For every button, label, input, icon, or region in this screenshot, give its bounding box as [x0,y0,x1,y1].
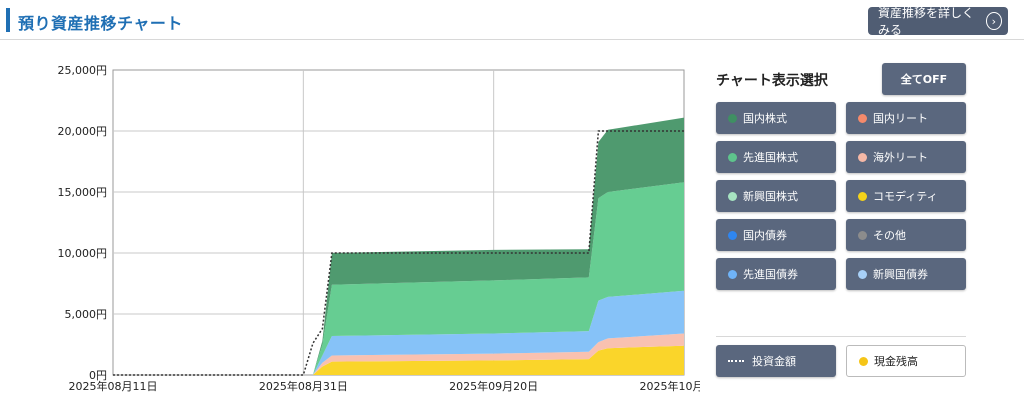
page-title: 預り資産推移チャート [18,14,183,33]
toggle-domestic-bond-button[interactable]: 国内債券 [716,219,836,251]
cash-dot-icon [859,356,868,366]
x-tick-label: 2025年08月31日 [259,379,348,393]
domestic-bond-dot-icon [728,230,737,240]
domestic-reit-dot-icon [858,113,867,123]
emerging-bond-dot-icon [858,269,867,279]
emerging-bond-label: 新興国債券 [873,268,928,281]
asset-detail-label: 資産推移を詳しくみる [878,6,975,37]
toggle-commodity-button[interactable]: コモディティ [846,180,966,212]
y-tick-label: 20,000円 [58,125,108,138]
domestic-stock-label: 国内株式 [743,112,787,125]
emerging-stock-dot-icon [728,191,737,201]
toggle-domestic-stock-button[interactable]: 国内株式 [716,102,836,134]
investment-amount-label: 投資金額 [752,355,796,368]
cash-balance-button[interactable]: 現金残高 [846,345,966,377]
investment-line [113,130,684,376]
panel-title: チャート表示選択 [716,73,828,89]
all-off-label: 全てOFF [900,73,948,86]
developed-stock-dot-icon [728,152,737,162]
chevron-right-circle-icon: › [985,12,1002,30]
area-先進国株式 [113,182,684,375]
dotted-line-icon [728,360,744,362]
title-accent-bar [6,8,10,32]
domestic-bond-label: 国内債券 [743,229,787,242]
y-tick-label: 15,000円 [58,186,108,199]
overseas-reit-label: 海外リート [873,151,928,164]
asset-chart-svg: 0円 5,000円 10,000円 15,000円 20,000円 25,000円 2025… [58,64,701,393]
domestic-reit-label: 国内リート [873,112,928,125]
other-dot-icon [858,230,867,240]
commodity-label: コモディティ [873,190,938,203]
area-国内株式 [113,117,684,375]
x-tick-label: 2025年09月20日 [449,379,538,393]
chart-header: 預り資産推移チャート 資産推移を詳しくみる › [0,0,1024,40]
domestic-stock-dot-icon [728,113,737,123]
toggle-other-button[interactable]: その他 [846,219,966,251]
y-tick-label: 25,000円 [58,64,108,77]
toggle-domestic-reit-button[interactable]: 国内リート [846,102,966,134]
toggle-emerging-stock-button[interactable]: 新興国株式 [716,180,836,212]
toggle-developed-bond-button[interactable]: 先進国債券 [716,258,836,290]
y-tick-label: 10,000円 [58,247,108,260]
toggle-emerging-bond-button[interactable]: 新興国債券 [846,258,966,290]
commodity-dot-icon [858,191,867,201]
asset-chart: 0円 5,000円 10,000円 15,000円 20,000円 25,000円 2025… [0,40,701,407]
asset-detail-button[interactable]: 資産推移を詳しくみる › [868,6,1008,37]
developed-stock-label: 先進国株式 [743,151,798,164]
y-tick-label: 0円 [89,369,107,382]
panel-divider [716,336,966,337]
area-海外リート [113,333,684,375]
x-tick-label: 2025年08月11日 [69,379,158,393]
cash-balance-label: 現金残高 [874,355,918,368]
toggle-developed-stock-button[interactable]: 先進国株式 [716,141,836,173]
emerging-stock-label: 新興国株式 [743,190,798,203]
all-off-button[interactable]: 全てOFF [882,63,966,95]
other-label: その他 [873,229,906,242]
x-tick-label: 2025年10月10日 [640,379,701,393]
overseas-reit-dot-icon [858,152,867,162]
area-先進国債券 [113,290,684,375]
y-tick-label: 5,000円 [65,308,108,321]
developed-bond-label: 先進国債券 [743,268,798,281]
developed-bond-dot-icon [728,269,737,279]
area-現金残高 [113,345,684,375]
toggle-overseas-reit-button[interactable]: 海外リート [846,141,966,173]
investment-amount-button[interactable]: 投資金額 [716,345,836,377]
